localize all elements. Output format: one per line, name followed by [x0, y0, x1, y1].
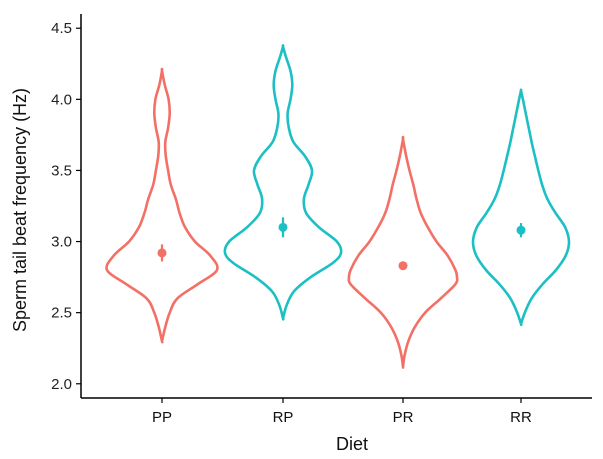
y-tick-label: 3.5 — [51, 162, 72, 179]
y-tick-label: 2.0 — [51, 376, 72, 393]
x-axis-ticks: PP RP PR RR — [152, 398, 532, 426]
y-tick-label: 3.0 — [51, 234, 72, 251]
y-axis-ticks: 2.0 2.5 3.0 3.5 4.0 4.5 — [51, 20, 81, 393]
mean-point-pp — [157, 248, 167, 258]
violin-rp — [223, 44, 343, 321]
mean-point-rr — [516, 225, 526, 235]
x-axis-title: Diet — [336, 434, 368, 454]
y-tick-label: 4.5 — [51, 20, 72, 37]
x-tick-label-pr: PR — [393, 409, 414, 426]
violin-layer — [105, 44, 571, 369]
y-axis-title: Sperm tail beat frequency (Hz) — [10, 88, 30, 332]
y-tick-label: 4.0 — [51, 91, 72, 108]
mean-points-layer — [157, 217, 526, 271]
y-tick-label: 2.5 — [51, 305, 72, 322]
violin-rr — [471, 88, 571, 327]
x-tick-label-rp: RP — [273, 409, 294, 426]
mean-point-pr — [398, 261, 408, 271]
x-tick-label-pp: PP — [152, 409, 172, 426]
violin-pp — [105, 67, 219, 344]
mean-point-rp — [278, 222, 288, 232]
x-tick-label-rr: RR — [510, 409, 532, 426]
violin-pr — [347, 135, 459, 369]
